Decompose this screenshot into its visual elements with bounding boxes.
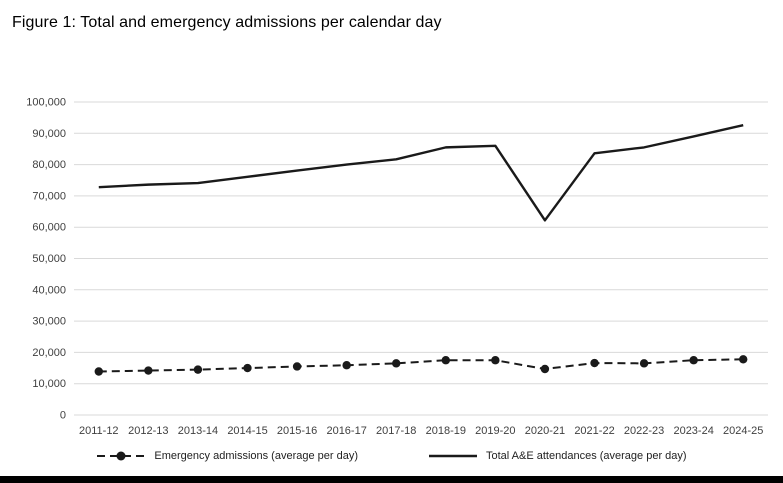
- y-axis-tick-label: 10,000: [32, 378, 66, 390]
- data-point-marker: [292, 362, 302, 371]
- x-axis-tick-label: 2017-18: [376, 425, 416, 437]
- legend-label-total-attendances: Total A&E attendances (average per day): [486, 450, 687, 462]
- x-axis-tick-label: 2020-21: [525, 425, 565, 437]
- y-axis-tick-label: 0: [60, 410, 66, 422]
- figure-title: Figure 1: Total and emergency admissions…: [12, 14, 442, 31]
- x-axis-tick-label: 2019-20: [475, 425, 515, 437]
- y-axis-tick-label: 20,000: [32, 347, 66, 359]
- x-axis-tick-label: 2023-24: [673, 425, 713, 437]
- series-line: [98, 123, 744, 222]
- y-axis-tick-label: 50,000: [32, 253, 66, 265]
- x-axis-tick-label: 2014-15: [227, 425, 267, 437]
- x-axis-tick-label: 2015-16: [277, 425, 317, 437]
- data-point-marker: [94, 367, 103, 376]
- y-axis-tick-label: 100,000: [26, 97, 66, 109]
- bottom-black-bar: [0, 476, 783, 483]
- data-point-marker: [193, 365, 203, 374]
- dashed-line-with-marker-icon: [97, 451, 146, 461]
- x-axis-tick-label: 2022-23: [624, 425, 664, 437]
- data-point-marker: [392, 359, 401, 368]
- x-axis-tick-label: 2018-19: [426, 425, 466, 437]
- x-axis-tick-label: 2011-12: [79, 425, 119, 437]
- solid-line-icon: [429, 454, 477, 458]
- data-point-marker: [739, 355, 748, 364]
- data-point-marker: [243, 363, 252, 373]
- y-axis-tick-label: 80,000: [32, 159, 66, 171]
- line-chart: 0 10,000 20,000 30,000 40,000 50,000 60,000 70,…: [26, 97, 768, 437]
- legend-label-emergency-admissions: Emergency admissions (average per day): [154, 450, 358, 462]
- y-axis-tick-label: 60,000: [32, 222, 66, 234]
- data-point-marker: [590, 358, 599, 368]
- y-axis-tick-label: 90,000: [32, 128, 66, 140]
- x-axis-tick-label: 2024-25: [723, 425, 763, 437]
- data-point-marker: [639, 359, 649, 368]
- data-point-marker: [491, 356, 500, 365]
- data-point-marker: [144, 366, 153, 375]
- data-point-marker: [540, 364, 550, 374]
- y-axis-tick-label: 30,000: [32, 316, 66, 328]
- x-axis-tick-label: 2021-22: [574, 425, 614, 437]
- data-point-marker: [342, 361, 351, 370]
- chart-legend: Emergency admissions (average per day) T…: [0, 450, 783, 462]
- x-axis-tick-label: 2016-17: [326, 425, 366, 437]
- legend-item-emergency-admissions: Emergency admissions (average per day): [96, 450, 358, 462]
- x-axis-tick-label: 2013-14: [178, 425, 218, 437]
- y-axis-tick-label: 40,000: [32, 284, 66, 296]
- legend-item-total-attendances: Total A&E attendances (average per day): [428, 450, 687, 462]
- series-line: [98, 358, 744, 373]
- x-axis-tick-label: 2012-13: [128, 425, 168, 437]
- data-point-marker: [441, 356, 450, 365]
- y-axis-tick-label: 70,000: [32, 190, 66, 202]
- data-point-marker: [689, 356, 698, 365]
